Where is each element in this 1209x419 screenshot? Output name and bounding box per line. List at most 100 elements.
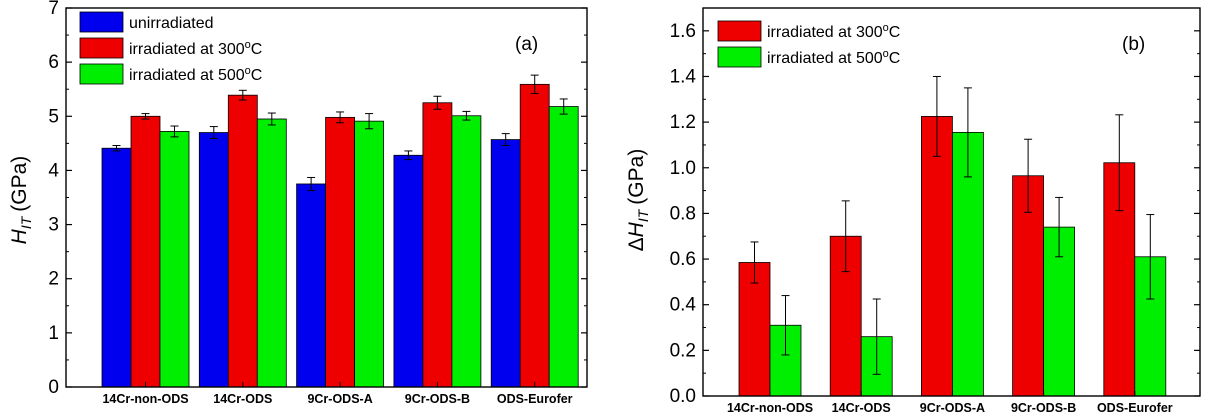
legend-swatch bbox=[717, 46, 762, 68]
legend-swatch bbox=[79, 63, 124, 85]
error-bar bbox=[1055, 196, 1064, 258]
bar bbox=[490, 139, 521, 388]
error-bar bbox=[932, 75, 941, 157]
bar bbox=[256, 118, 287, 388]
y-tick-label: 0 bbox=[48, 377, 59, 398]
error-bar bbox=[336, 111, 345, 124]
error-bar bbox=[267, 112, 276, 126]
y-axis-title: ΔHIT (GPa) bbox=[625, 149, 651, 252]
y-axis-title-symbol: H bbox=[625, 221, 648, 237]
bar bbox=[422, 102, 453, 388]
legend-text-unit: C bbox=[251, 41, 263, 58]
y-tick-label: 1.2 bbox=[670, 112, 696, 133]
panel-label: (a) bbox=[515, 34, 538, 55]
error-bar bbox=[141, 113, 150, 120]
bar bbox=[519, 83, 550, 388]
legend-degree-sup: o bbox=[883, 22, 889, 34]
y-axis-title-prefix: Δ bbox=[625, 237, 648, 251]
legend-text-unit: C bbox=[889, 50, 901, 67]
y-axis-title-symbol: H bbox=[8, 228, 31, 244]
y-tick-label: 1.6 bbox=[670, 21, 696, 42]
error-bar bbox=[1024, 138, 1033, 213]
bar bbox=[354, 120, 385, 388]
bar bbox=[159, 131, 190, 388]
bar bbox=[921, 116, 953, 397]
x-tick-label: 14Cr-non-ODS bbox=[102, 392, 188, 406]
y-axis-title-subscript: IT bbox=[635, 208, 651, 222]
y-tick-label: 3 bbox=[48, 215, 59, 236]
legend-text-unit: C bbox=[251, 67, 263, 84]
error-bar bbox=[872, 298, 881, 375]
y-tick-label: 1 bbox=[48, 323, 59, 344]
error-bar bbox=[365, 113, 374, 130]
error-bar bbox=[501, 133, 510, 147]
bar bbox=[198, 132, 229, 388]
legend-label: irradiated at 300oC bbox=[767, 22, 900, 41]
error-bar bbox=[1146, 214, 1155, 300]
error-bar bbox=[170, 125, 179, 138]
error-bar bbox=[530, 74, 539, 95]
legend-swatch bbox=[79, 37, 124, 59]
error-bar bbox=[112, 145, 121, 152]
legend-degree-sup: o bbox=[245, 65, 251, 77]
legend-text-main: irradiated at 500 bbox=[129, 67, 245, 84]
legend-swatch bbox=[79, 11, 124, 33]
error-bar bbox=[750, 241, 759, 284]
x-tick-label: 9Cr-ODS-A bbox=[920, 401, 985, 415]
bar bbox=[296, 183, 327, 388]
error-bar bbox=[1115, 114, 1124, 212]
y-tick-label: 0.0 bbox=[670, 386, 696, 407]
legend-swatch bbox=[717, 20, 762, 42]
x-tick-label: 9Cr-ODS-A bbox=[307, 392, 372, 406]
bar bbox=[393, 154, 424, 388]
error-bar bbox=[462, 110, 471, 121]
error-bar bbox=[238, 89, 247, 101]
error-bar bbox=[307, 176, 316, 191]
bar bbox=[548, 106, 579, 388]
legend-label: unirradiated bbox=[129, 15, 214, 32]
error-bar bbox=[404, 150, 413, 161]
legend-label: irradiated at 300oC bbox=[129, 39, 262, 58]
y-axis-title: HIT (GPa) bbox=[8, 156, 34, 245]
legend-degree-sup: o bbox=[883, 48, 889, 60]
bar bbox=[325, 116, 356, 388]
chart-panel-b: 0.0 0.2 0.4 0.6 0.8 1.0 1.2 1.4 1.6 14Cr-non-ODS 1… bbox=[625, 7, 1201, 415]
legend-degree-sup: o bbox=[245, 39, 251, 51]
x-tick-label: 14Cr-ODS bbox=[832, 401, 891, 415]
x-tick-label: 9Cr-ODS-B bbox=[1011, 401, 1076, 415]
x-tick-label: 14Cr-ODS bbox=[213, 392, 272, 406]
y-tick-label: 0.6 bbox=[670, 249, 696, 270]
y-axis-title-unit: (GPa) bbox=[625, 149, 648, 205]
bar bbox=[130, 115, 161, 388]
legend-text-main: irradiated at 500 bbox=[767, 50, 883, 67]
error-bar bbox=[841, 200, 850, 273]
chart-panel-a: 0 1 2 3 4 5 6 7 14Cr-non-ODS 14Cr-ODS 9Cr-ODS-A 9Cr… bbox=[8, 0, 588, 406]
y-tick-label: 2 bbox=[48, 269, 59, 290]
error-bar bbox=[433, 95, 442, 110]
y-tick-label: 4 bbox=[48, 160, 59, 181]
bar bbox=[101, 147, 132, 388]
x-tick-label: ODS-Eurofer bbox=[497, 392, 573, 406]
legend-text-unit: C bbox=[889, 24, 901, 41]
legend-text-main: irradiated at 300 bbox=[767, 24, 883, 41]
x-tick-label: ODS-Eurofer bbox=[1097, 401, 1173, 415]
legend-label: irradiated at 500oC bbox=[129, 65, 262, 84]
x-tick-label: 14Cr-non-ODS bbox=[727, 401, 813, 415]
y-tick-label: 1.0 bbox=[670, 158, 696, 179]
error-bar bbox=[209, 126, 218, 139]
plot-frame bbox=[702, 7, 1201, 397]
y-tick-label: 5 bbox=[48, 106, 59, 127]
y-tick-label: 0.8 bbox=[670, 203, 696, 224]
x-tick-label: 9Cr-ODS-B bbox=[405, 392, 470, 406]
y-tick-label: 6 bbox=[48, 52, 59, 73]
legend-text-main: irradiated at 300 bbox=[129, 41, 245, 58]
y-axis-title-unit: (GPa) bbox=[8, 156, 31, 212]
error-bar bbox=[781, 295, 790, 356]
panel-label: (b) bbox=[1122, 34, 1145, 55]
y-tick-label: 0.4 bbox=[670, 295, 697, 316]
bar bbox=[227, 94, 258, 388]
bar bbox=[738, 262, 771, 397]
